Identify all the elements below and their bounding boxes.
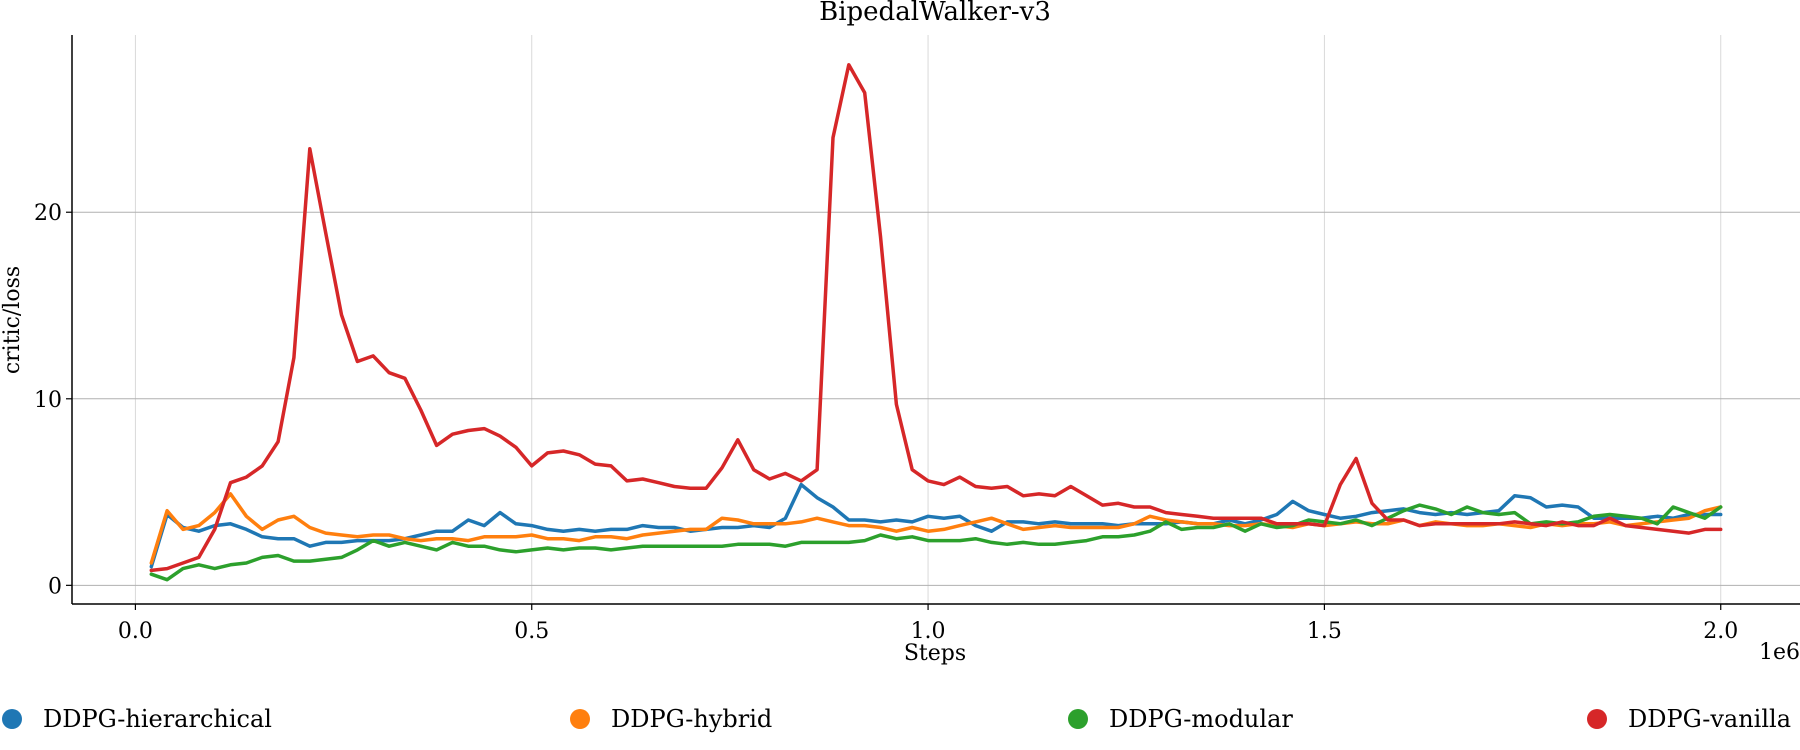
- series-lines: [149, 63, 1723, 582]
- x-tick-label: 0.0: [118, 619, 153, 644]
- legend-marker: [570, 709, 590, 729]
- x-tick-label: 1.5: [1307, 619, 1342, 644]
- legend-marker: [1587, 709, 1607, 729]
- y-tick-label: 0: [48, 574, 62, 599]
- legend-marker: [2, 709, 22, 729]
- legend-marker: [1068, 709, 1088, 729]
- chart-title: BipedalWalker-v3: [819, 0, 1051, 27]
- y-tick-label: 10: [34, 388, 62, 413]
- legend-label: DDPG-modular: [1109, 705, 1293, 733]
- legend-label: DDPG-hybrid: [611, 705, 772, 733]
- series-line-ddpg-hybrid: [149, 492, 1723, 565]
- legend-label: DDPG-vanilla: [1628, 705, 1791, 733]
- series-line-ddpg-modular: [149, 503, 1723, 582]
- series-line-ddpg-vanilla: [149, 63, 1723, 573]
- y-axis-label: critic/loss: [0, 266, 25, 374]
- legend-label: DDPG-hierarchical: [43, 705, 272, 733]
- y-tick-label: 20: [34, 201, 62, 226]
- series-line-ddpg-hierarchical: [149, 482, 1723, 569]
- legend: DDPG-hierarchical DDPG-hybrid DDPG-modular…: [2, 705, 1791, 733]
- x-tick-label: 2.0: [1703, 619, 1738, 644]
- x-tick-label: 1.0: [911, 619, 946, 644]
- grid: [72, 35, 1800, 604]
- axes: [71, 35, 1800, 605]
- x-ticks: 0.0 0.5 1.0 1.5 2.0: [118, 604, 1738, 644]
- x-tick-label: 0.5: [514, 619, 549, 644]
- x-offset-label: 1e6: [1759, 640, 1800, 665]
- y-ticks: 0 10 20: [34, 201, 72, 599]
- x-axis-label: Steps: [904, 641, 966, 666]
